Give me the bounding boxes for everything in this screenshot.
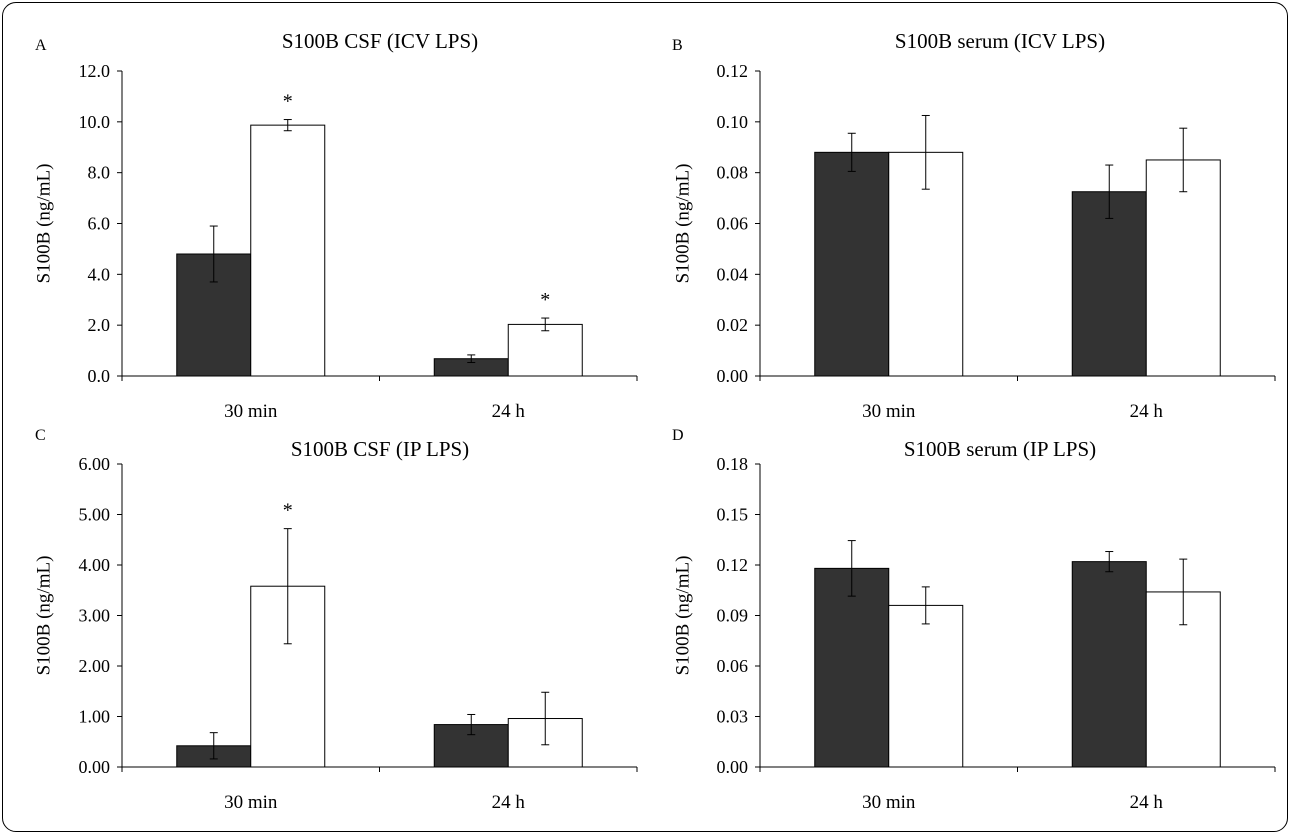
panel-b-y-tick-label: 0.12 — [717, 61, 749, 81]
panel-c-letter: C — [35, 427, 46, 444]
panel-d-x-tick-label: 30 min — [862, 792, 916, 809]
panel-a-title: S100B CSF (ICV LPS) — [282, 29, 478, 53]
panel-d-y-tick-label: 0.03 — [717, 707, 749, 727]
panel-b-y-tick-label: 0.00 — [717, 366, 749, 386]
panel-a-significance-marker: * — [540, 289, 550, 311]
panel-d-title: S100B serum (IP LPS) — [904, 437, 1096, 461]
panel-c-y-tick-label: 2.00 — [79, 656, 111, 676]
panel-c-y-axis-title: S100B (ng/mL) — [34, 556, 55, 676]
panel-b-y-tick-label: 0.04 — [717, 264, 749, 284]
panel-d-x-tick-label: 24 h — [1130, 792, 1164, 809]
panel-c-x-tick-label: 24 h — [492, 792, 526, 809]
panel-a-y-axis-title: S100B (ng/mL) — [34, 164, 55, 284]
panel-a-y-tick-label: 8.0 — [88, 163, 111, 183]
panel-a-bar — [507, 323, 583, 377]
panel-c-title: S100B CSF (IP LPS) — [291, 437, 469, 461]
panel-c-y-tick-label: 4.00 — [79, 555, 111, 575]
panel-a-bar — [250, 124, 326, 377]
panel-b-y-tick-label: 0.02 — [717, 315, 749, 335]
panel-d-y-tick-label: 0.18 — [717, 454, 749, 474]
panel-d-y-tick-label: 0.15 — [717, 505, 749, 525]
panel-b-y-tick-label: 0.08 — [717, 163, 749, 183]
panel-b-bar — [814, 151, 890, 377]
panel-b-x-tick-label: 30 min — [862, 401, 916, 422]
panel-c-x-tick-label: 30 min — [224, 792, 278, 809]
panel-b-title: S100B serum (ICV LPS) — [895, 29, 1105, 53]
panel-b-letter: B — [672, 37, 683, 54]
panel-a-x-tick-label: 24 h — [492, 401, 526, 422]
panel-a-y-tick-label: 0.0 — [88, 366, 111, 386]
panel-d-bar — [1071, 561, 1147, 768]
panel-d-letter: D — [672, 427, 684, 444]
panel-d-y-tick-label: 0.00 — [717, 757, 749, 777]
panel-c-y-tick-label: 5.00 — [79, 505, 111, 525]
panel-a-y-tick-label: 4.0 — [88, 264, 111, 284]
panel-a-y-tick-label: 2.0 — [88, 315, 111, 335]
panel-a-x-tick-label: 30 min — [224, 401, 278, 422]
panel-a-significance-marker: * — [283, 91, 293, 113]
panel-c-y-tick-label: 6.00 — [79, 454, 111, 474]
panel-a-y-tick-label: 6.0 — [88, 214, 111, 234]
panel-c-significance-marker: * — [283, 500, 293, 522]
panel-c-y-tick-label: 0.00 — [79, 757, 111, 777]
panel-c-y-tick-label: 3.00 — [79, 606, 111, 626]
panel-d-y-tick-label: 0.06 — [717, 656, 749, 676]
panel-d-bar — [814, 567, 890, 768]
panel-d-y-axis-title: S100B (ng/mL) — [673, 556, 694, 676]
panel-a-y-tick-label: 10.0 — [79, 112, 111, 132]
panel-b-bar — [1145, 159, 1221, 377]
panel-b-y-axis-title: S100B (ng/mL) — [673, 164, 694, 284]
panel-d-bar — [888, 604, 964, 768]
panel-c-y-tick-label: 1.00 — [79, 707, 111, 727]
panel-a-letter: A — [35, 37, 47, 54]
panel-d-y-tick-label: 0.09 — [717, 606, 749, 626]
panel-b-x-tick-label: 24 h — [1130, 401, 1164, 422]
panel-d-y-tick-label: 0.12 — [717, 555, 749, 575]
panel-a-y-tick-label: 12.0 — [79, 61, 111, 81]
chart-figure: A S100B CSF (ICV LPS) S100B (ng/mL) 0.0 2.0 4… — [34, 29, 1276, 809]
panel-b-y-tick-label: 0.10 — [717, 112, 749, 132]
panel-b-bar — [1071, 191, 1147, 377]
panel-b-y-tick-label: 0.06 — [717, 214, 749, 234]
